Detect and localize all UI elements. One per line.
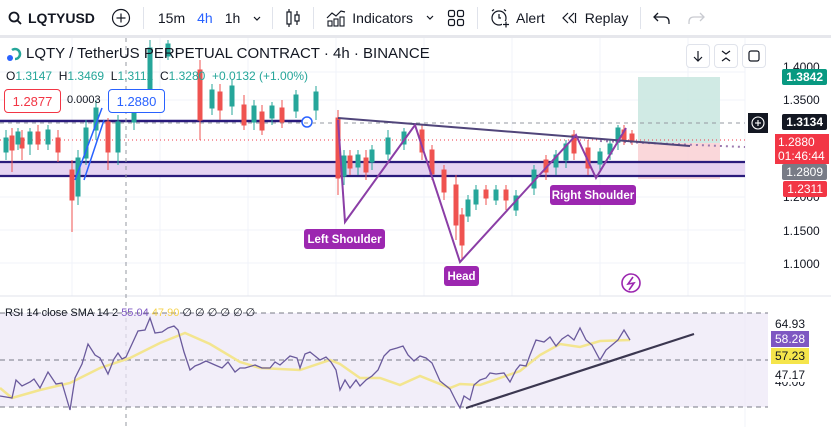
symbol-search-button[interactable]: LQTYUSD: [0, 0, 103, 35]
last-price-label: 1.2880 01:46:44: [775, 134, 829, 164]
indicators-button[interactable]: Indicators: [318, 0, 421, 35]
symbol-legend[interactable]: LQTY / TetherUS PERPETUAL CONTRACT · 4h …: [6, 45, 430, 62]
svg-text:Left Shoulder: Left Shoulder: [307, 234, 382, 246]
rsi-trendline[interactable]: [465, 332, 695, 410]
replay-label: Replay: [584, 9, 629, 26]
rsi-sma-value-label: 57.23: [771, 348, 810, 364]
close-value: 1.3280: [168, 69, 206, 83]
label-left-shoulder[interactable]: Left Shoulder: [304, 229, 385, 249]
chevron-down-icon: [253, 16, 261, 21]
label-right-shoulder[interactable]: Right Shoulder: [550, 185, 636, 205]
timeframe-dropdown[interactable]: [246, 10, 268, 26]
rsi-legend[interactable]: RSI 14 close SMA 14 2 55.04 47.90 ∅ ∅ ∅ …: [5, 306, 255, 319]
chart-title: LQTY / TetherUS PERPETUAL CONTRACT · 4h …: [26, 45, 430, 62]
maximize-pane-button[interactable]: [742, 44, 766, 68]
collapse-icon: [721, 50, 731, 62]
buy-button[interactable]: 1.2880: [108, 89, 165, 113]
toolbar-divider: [313, 6, 315, 29]
rewind-icon: [561, 12, 576, 23]
rsi-tick: 47.17: [775, 368, 806, 382]
sell-button[interactable]: 1.2877: [4, 89, 61, 113]
top-toolbar: LQTYUSD 15m 4h 1h Indicators Alert Repla…: [0, 0, 831, 38]
head-shoulders-pattern[interactable]: [337, 119, 627, 264]
change-value: +0.0132 (+1.00%): [211, 69, 309, 83]
rsi-empty-value: ∅: [245, 307, 256, 319]
search-icon: [8, 11, 22, 25]
svg-text:Head: Head: [447, 271, 475, 283]
toolbar-divider: [142, 6, 144, 29]
collapse-pane-button[interactable]: [714, 44, 738, 68]
rsi-axis[interactable]: 64.93 58.28 57.23 40.00 47.17: [745, 297, 831, 427]
long-position-target-zone[interactable]: [638, 77, 720, 143]
toolbar-divider: [476, 6, 478, 29]
target-price-label: 1.3842: [782, 69, 827, 85]
bar-countdown: 01:46:44: [778, 149, 825, 163]
layout-dropdown[interactable]: [421, 0, 439, 35]
undo-icon: [653, 12, 671, 24]
rsi-empty-value: ∅: [207, 307, 218, 319]
replay-button[interactable]: Replay: [553, 0, 637, 35]
candlesticks: [3, 40, 635, 260]
fullscreen-icon: [748, 50, 760, 62]
chart-type-button[interactable]: [277, 0, 309, 35]
price-tick: 1.1500: [783, 224, 820, 238]
rsi-tick: 64.93: [775, 317, 806, 331]
compare-symbol-button[interactable]: [103, 0, 139, 35]
low-value: 1.3112: [117, 69, 154, 83]
rsi-empty-value: ∅: [220, 307, 230, 319]
rsi-value: 55.04: [121, 307, 149, 319]
toolbar-divider: [272, 6, 274, 29]
price-chart-canvas[interactable]: Left Shoulder Head Right Shoulder: [0, 38, 831, 427]
ohlc-values: O1.3147 H1.3469 L1.3112 C1.3280 +0.0132 …: [6, 69, 309, 83]
high-value: 1.3469: [67, 69, 105, 83]
indicators-label: Indicators: [352, 9, 413, 26]
alert-label: Alert: [515, 9, 545, 26]
price-tick: 1.3500: [783, 93, 820, 107]
crosshair-add-button[interactable]: [748, 113, 768, 133]
chevron-down-icon: [426, 15, 434, 20]
grid-icon: [447, 9, 465, 26]
alarm-clock-plus-icon: [491, 8, 510, 28]
rsi-line: [0, 316, 631, 411]
rsi-empty-value: ∅: [233, 307, 243, 319]
arrow-down-icon: [693, 51, 703, 62]
plus-circle-icon: [751, 116, 765, 130]
timeframe-4h[interactable]: 4h: [197, 9, 213, 26]
rsi-empty-value: ∅: [195, 307, 205, 319]
undo-button[interactable]: [645, 0, 679, 35]
exchange-logo-icon: [7, 47, 22, 61]
rising-channel[interactable]: [74, 107, 105, 181]
timeframe-15m[interactable]: 15m: [157, 9, 186, 26]
crosshair-price-label: 1.3134: [782, 114, 827, 130]
scroll-to-latest-button[interactable]: [686, 44, 710, 68]
svg-text:Right Shoulder: Right Shoulder: [552, 190, 635, 202]
plus-circle-icon: [111, 8, 130, 27]
rsi-value-label: 58.28: [771, 331, 810, 347]
symbol-name: LQTYUSD: [28, 9, 95, 26]
alert-button[interactable]: Alert: [482, 0, 553, 35]
timeframe-1h[interactable]: 1h: [224, 9, 241, 26]
candles-icon: [286, 8, 300, 27]
rsi-sma-line: [0, 331, 631, 400]
layout-button[interactable]: [439, 0, 473, 35]
indicators-icon: [326, 9, 346, 27]
support-price-label: 1.2809: [782, 164, 827, 180]
stop-price-label: 1.2311: [783, 181, 827, 197]
last-price-value: 1.2880: [778, 135, 815, 149]
spread-value: 0.0003: [67, 94, 101, 106]
label-head[interactable]: Head: [444, 266, 479, 286]
lightning-event-icon[interactable]: [621, 273, 641, 293]
redo-button[interactable]: [679, 0, 713, 35]
line-anchor-handle[interactable]: [301, 116, 313, 128]
toolbar-divider: [640, 6, 642, 29]
open-value: 1.3147: [15, 69, 53, 83]
rsi-empty-value: ∅: [182, 307, 192, 319]
neckline-trendline[interactable]: [337, 117, 691, 147]
redo-icon: [688, 12, 706, 24]
price-tick: 1.1000: [783, 257, 820, 271]
rsi-sma-value: 47.90: [151, 307, 180, 319]
rsi-title: RSI 14 close SMA 14 2: [5, 307, 119, 319]
